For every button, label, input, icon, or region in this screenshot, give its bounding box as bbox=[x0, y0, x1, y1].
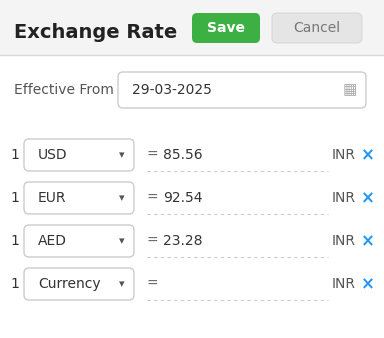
Text: Cancel: Cancel bbox=[293, 21, 341, 35]
FancyBboxPatch shape bbox=[24, 182, 134, 214]
Text: 1: 1 bbox=[10, 277, 19, 291]
Text: ▾: ▾ bbox=[119, 193, 125, 203]
Text: INR: INR bbox=[332, 277, 356, 291]
Text: 1: 1 bbox=[10, 148, 19, 162]
FancyBboxPatch shape bbox=[24, 139, 134, 171]
Text: =: = bbox=[147, 191, 159, 205]
Text: 1: 1 bbox=[10, 191, 19, 205]
Text: EUR: EUR bbox=[38, 191, 66, 205]
Text: ×: × bbox=[361, 189, 375, 207]
Text: INR: INR bbox=[332, 234, 356, 248]
Text: ▦: ▦ bbox=[343, 82, 357, 97]
Text: 29-03-2025: 29-03-2025 bbox=[132, 83, 212, 97]
FancyBboxPatch shape bbox=[118, 72, 366, 108]
Text: Currency: Currency bbox=[38, 277, 101, 291]
Text: ▾: ▾ bbox=[119, 150, 125, 160]
Text: Effective From: Effective From bbox=[14, 83, 114, 97]
Text: =: = bbox=[147, 148, 159, 162]
Text: INR: INR bbox=[332, 148, 356, 162]
Text: ▾: ▾ bbox=[119, 279, 125, 289]
Text: ×: × bbox=[361, 232, 375, 250]
Text: ×: × bbox=[361, 275, 375, 293]
Text: 92.54: 92.54 bbox=[163, 191, 202, 205]
Text: ×: × bbox=[361, 146, 375, 164]
Text: INR: INR bbox=[332, 191, 356, 205]
Text: USD: USD bbox=[38, 148, 68, 162]
Bar bbox=[0, 0, 384, 55]
Text: 85.56: 85.56 bbox=[163, 148, 203, 162]
FancyBboxPatch shape bbox=[24, 268, 134, 300]
Text: Save: Save bbox=[207, 21, 245, 35]
Text: 1: 1 bbox=[10, 234, 19, 248]
Text: =: = bbox=[147, 277, 159, 291]
FancyBboxPatch shape bbox=[192, 13, 260, 43]
Text: =: = bbox=[147, 234, 159, 248]
FancyBboxPatch shape bbox=[24, 225, 134, 257]
Text: 23.28: 23.28 bbox=[163, 234, 202, 248]
Text: Exchange Rate: Exchange Rate bbox=[14, 24, 177, 43]
Text: AED: AED bbox=[38, 234, 67, 248]
FancyBboxPatch shape bbox=[272, 13, 362, 43]
Text: ▾: ▾ bbox=[119, 236, 125, 246]
